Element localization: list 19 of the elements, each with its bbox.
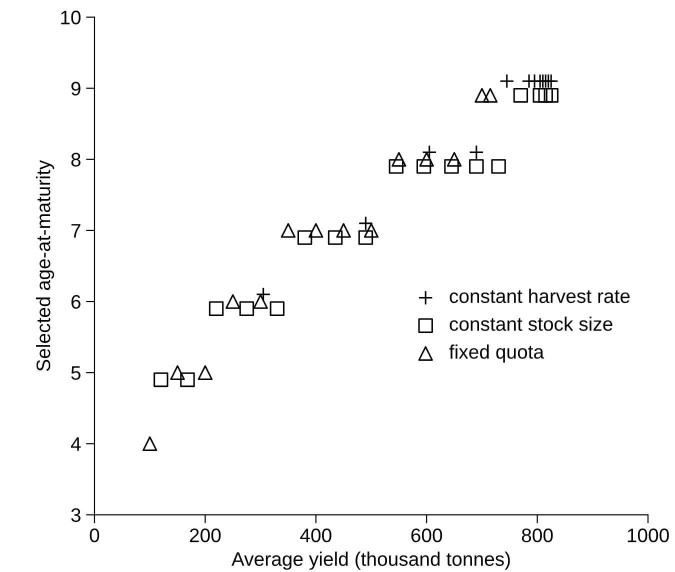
x-tick-label: 1000 bbox=[628, 528, 669, 542]
y-tick-label: 7 bbox=[71, 224, 80, 238]
y-tick-label: 4 bbox=[70, 437, 81, 451]
x-axis-title: Average yield (thousand tonnes) bbox=[231, 552, 510, 570]
x-tick-label: 0 bbox=[90, 528, 100, 542]
x-tick-label: 400 bbox=[300, 528, 332, 542]
legend-label: fixed quota bbox=[449, 344, 544, 363]
y-tick-label: 8 bbox=[71, 152, 80, 167]
legend-label: constant stock size bbox=[450, 316, 612, 331]
x-tick-label: 800 bbox=[522, 528, 553, 542]
y-tick-label: 6 bbox=[71, 294, 80, 309]
legend-label: constant harvest rate bbox=[450, 288, 630, 304]
y-tick-label: 5 bbox=[71, 366, 80, 380]
y-tick-label: 9 bbox=[71, 82, 80, 96]
y-tick-label: 10 bbox=[61, 10, 81, 24]
y-axis-title: Selected age-at-maturity bbox=[36, 160, 54, 372]
x-tick-label: 200 bbox=[190, 528, 221, 542]
x-tick-label: 600 bbox=[411, 528, 442, 542]
y-tick-label: 3 bbox=[71, 508, 80, 522]
